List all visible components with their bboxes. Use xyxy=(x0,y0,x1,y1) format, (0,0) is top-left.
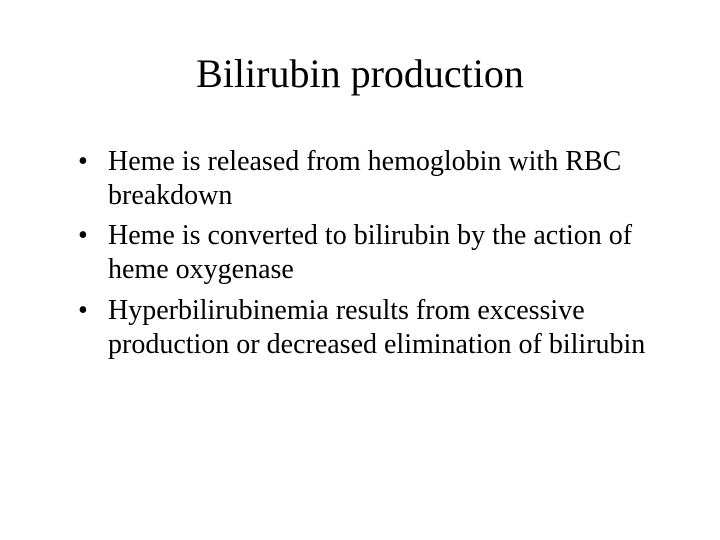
bullet-item: Heme is converted to bilirubin by the ac… xyxy=(86,219,670,287)
slide: Bilirubin production Heme is released fr… xyxy=(0,0,720,540)
bullet-item: Hyperbilirubinemia results from excessiv… xyxy=(86,294,670,362)
bullet-list: Heme is released from hemoglobin with RB… xyxy=(50,145,670,362)
slide-title: Bilirubin production xyxy=(50,50,670,97)
bullet-item: Heme is released from hemoglobin with RB… xyxy=(86,145,670,213)
